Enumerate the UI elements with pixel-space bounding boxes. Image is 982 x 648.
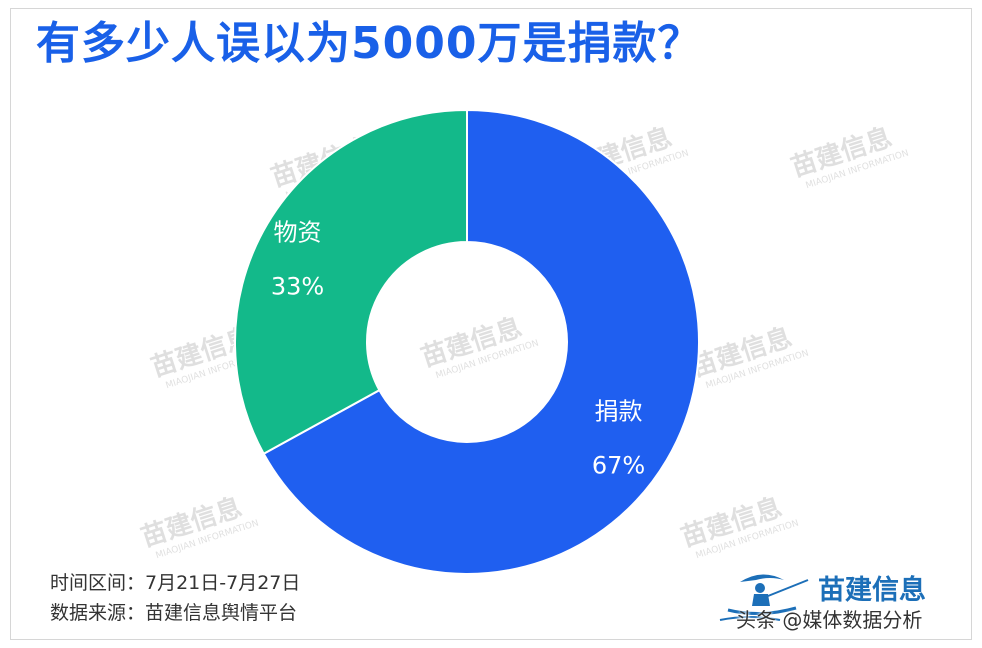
- fisherman-logo-icon: [719, 574, 809, 621]
- slice-name-label: 捐款: [594, 398, 642, 426]
- data-source-note: 数据来源：苗建信息舆情平台: [50, 602, 298, 624]
- source-account-overlay: 头条 @媒体数据分析: [736, 608, 923, 632]
- time-range-note: 时间区间：7月21日-7月27日: [50, 572, 301, 594]
- slice-name-label: 物资: [274, 218, 322, 246]
- donut-slice-0: [262, 108, 700, 575]
- chart-title: 有多少人误以为5000万是捐款？: [36, 18, 703, 69]
- brand-logo: 苗建信息: [710, 568, 970, 638]
- slice-labels: 捐款 67% 物资 33%: [271, 218, 645, 479]
- chart-footer: 时间区间：7月21日-7月27日 数据来源：苗建信息舆情平台: [50, 568, 300, 628]
- brand-name: 苗建信息: [818, 575, 926, 606]
- donut-slices: [234, 108, 700, 575]
- slice-value-label: 33%: [271, 272, 324, 300]
- slice-value-label: 67%: [592, 452, 645, 480]
- donut-slice-1: [234, 108, 468, 456]
